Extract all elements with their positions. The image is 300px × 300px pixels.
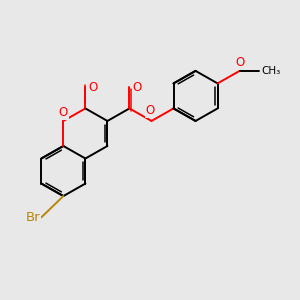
Text: O: O <box>132 81 142 94</box>
Text: O: O <box>88 81 98 94</box>
Text: O: O <box>59 106 68 119</box>
Text: Br: Br <box>26 211 41 224</box>
Text: O: O <box>235 56 244 69</box>
Text: CH₃: CH₃ <box>261 66 280 76</box>
Text: O: O <box>146 104 155 117</box>
